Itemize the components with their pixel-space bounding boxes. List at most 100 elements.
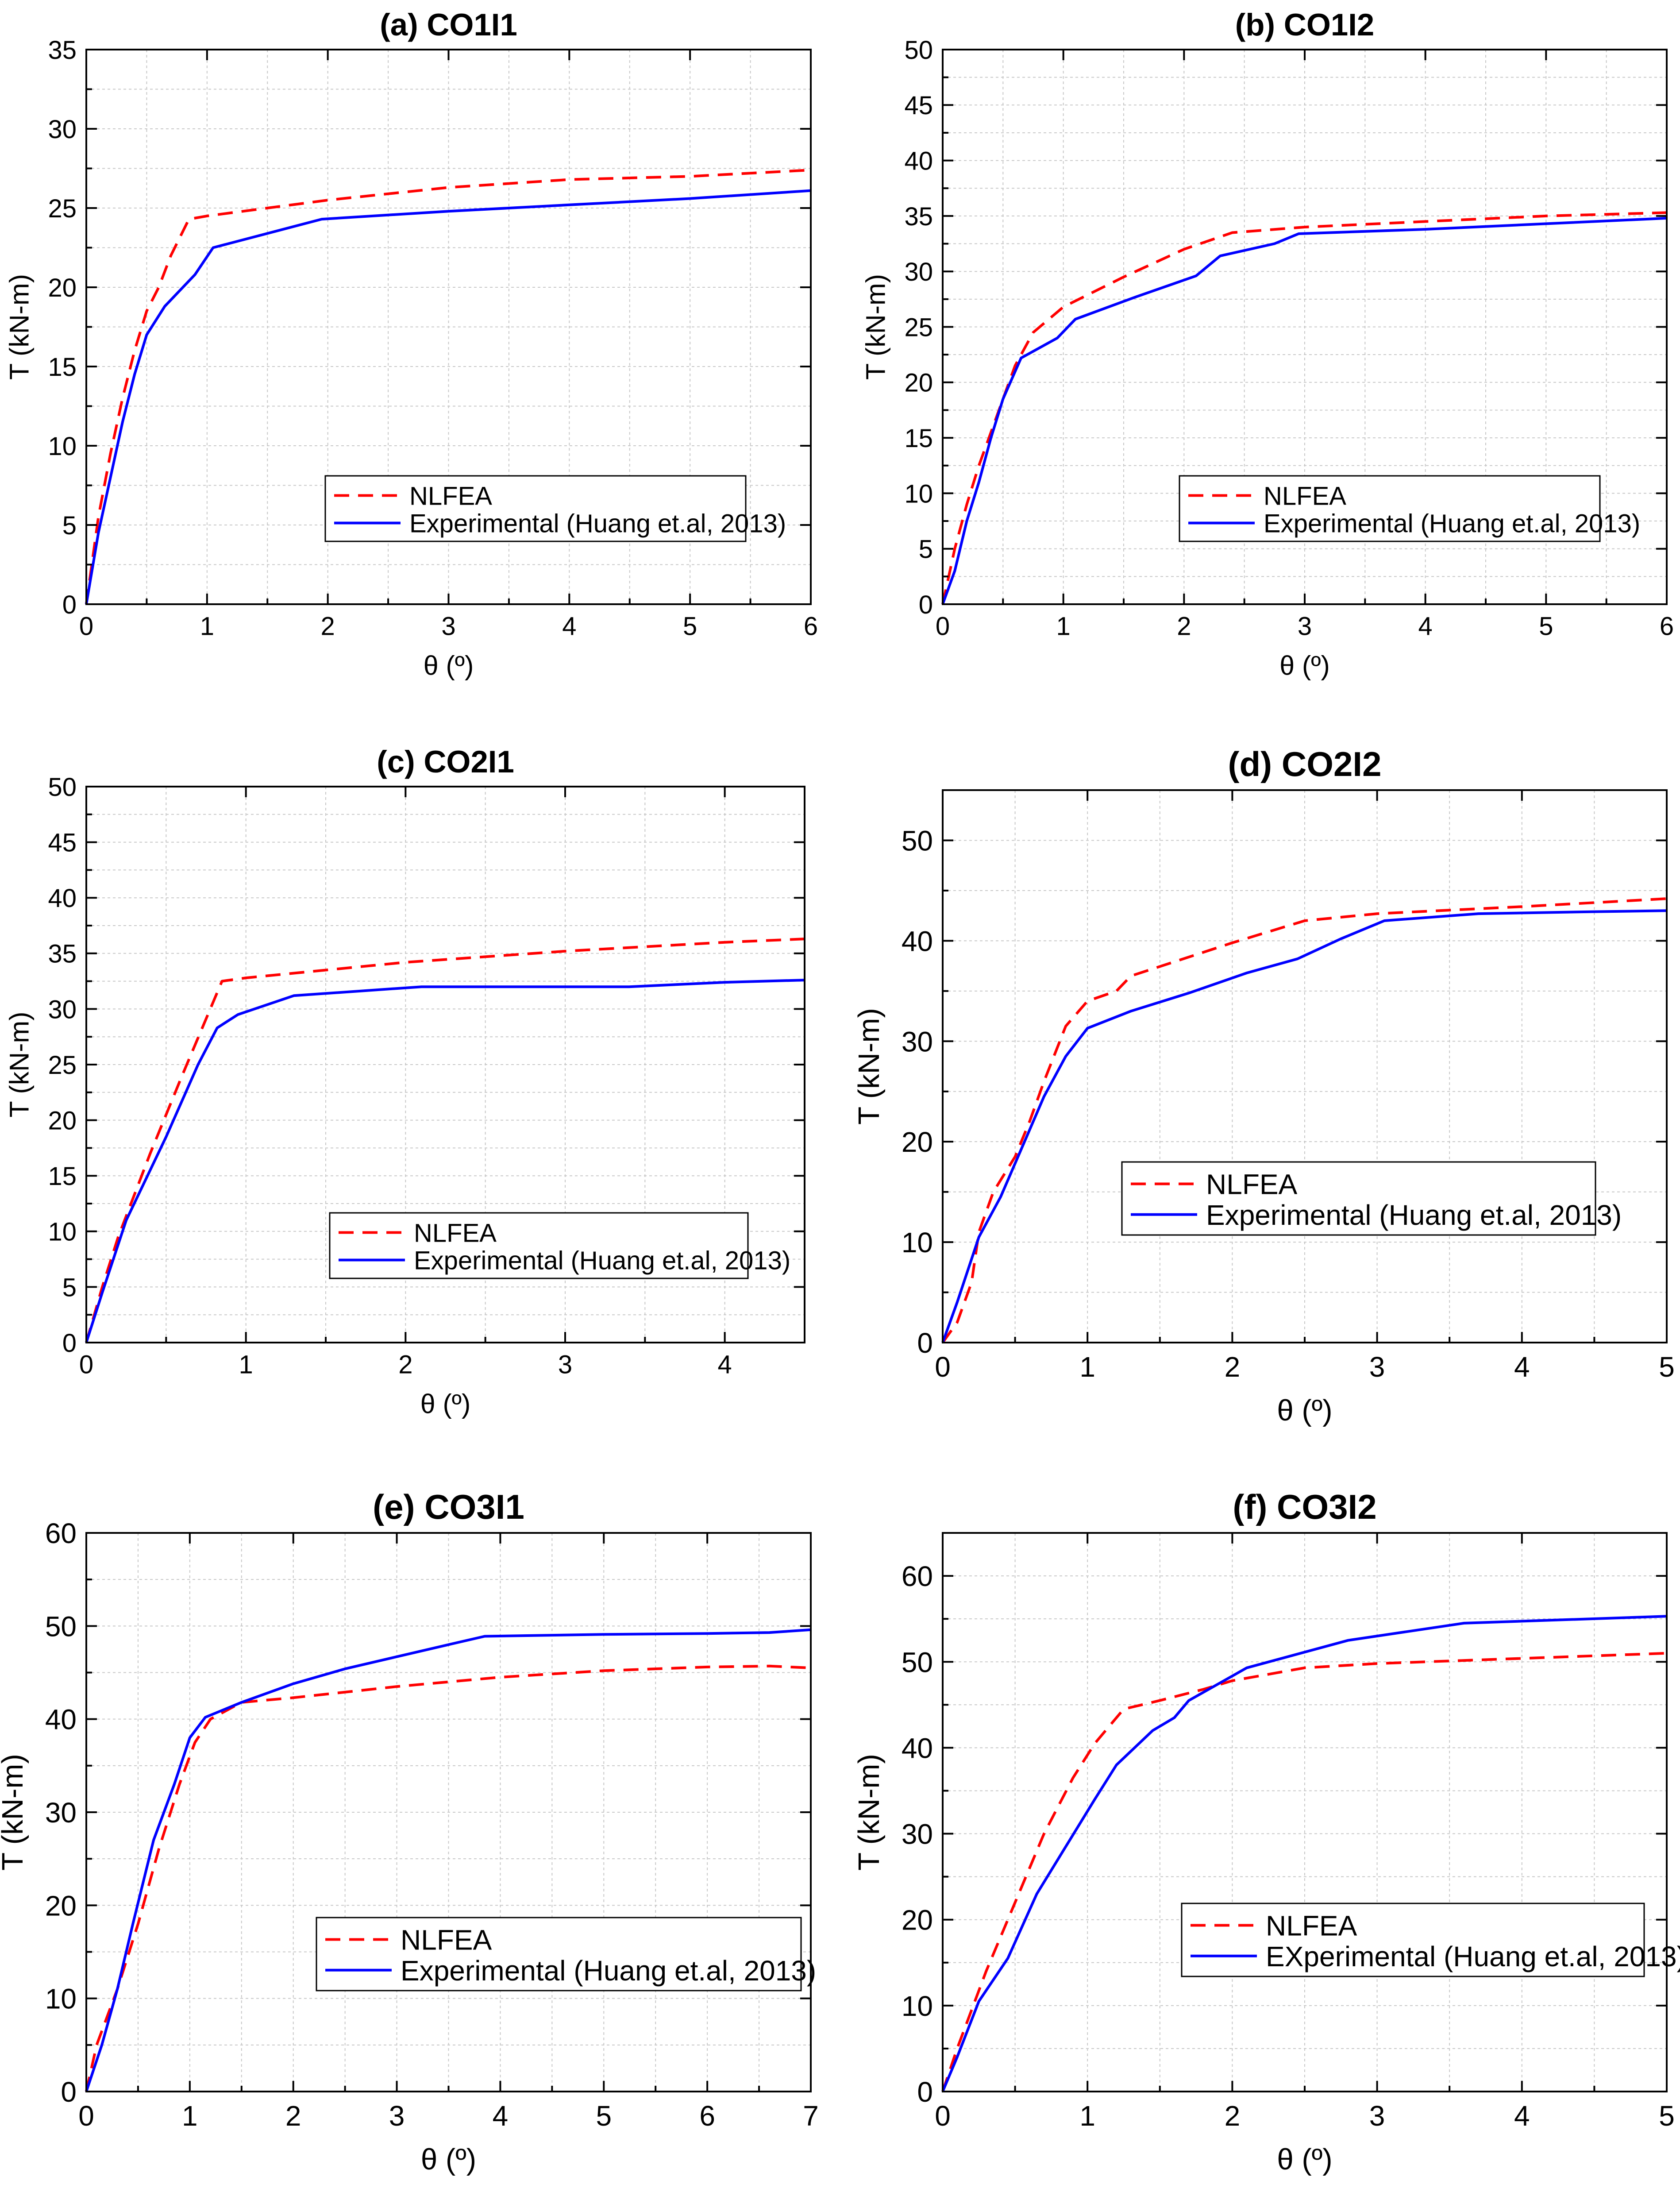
x-tick-label: 2 — [1225, 1351, 1241, 1383]
legend-box — [1181, 1903, 1645, 1977]
y-tick-label: 35 — [48, 36, 77, 65]
y-axis-label: T (kN-m) — [4, 1012, 35, 1118]
y-tick-label: 25 — [48, 1051, 77, 1080]
legend-label: NLFEA — [409, 482, 492, 510]
y-tick-label: 15 — [904, 424, 933, 453]
y-tick-label: 15 — [48, 1162, 77, 1191]
x-tick-label: 3 — [558, 1351, 572, 1379]
chart-title: (c) CO2I1 — [377, 744, 514, 779]
legend-box — [316, 1917, 802, 1991]
x-tick-label: 0 — [78, 2100, 94, 2132]
x-tick-label: 0 — [935, 2100, 951, 2132]
y-tick-label: 40 — [904, 147, 933, 175]
y-tick-label: 50 — [904, 36, 933, 65]
series-line-experimental — [85, 1628, 811, 2092]
y-tick-label: 0 — [62, 1329, 77, 1358]
series-line-nlfea — [941, 211, 1667, 605]
legend-label: NLFEA — [414, 1219, 497, 1247]
series-line-nlfea — [941, 1652, 1667, 2092]
x-tick-label: 1 — [239, 1351, 253, 1379]
series-line-experimental — [85, 979, 805, 1343]
x-tick-label: 6 — [699, 2100, 715, 2132]
x-tick-label: 4 — [1418, 612, 1433, 641]
y-tick-label: 50 — [902, 825, 933, 857]
y-tick-label: 30 — [902, 1818, 933, 1850]
x-tick-label: 6 — [804, 612, 818, 641]
x-axis-label: θ (º) — [421, 2143, 476, 2176]
y-tick-label: 20 — [902, 1904, 933, 1936]
x-tick-label: 1 — [1056, 612, 1071, 641]
y-tick-label: 40 — [45, 1704, 77, 1736]
y-tick-label: 30 — [904, 258, 933, 286]
y-tick-label: 45 — [904, 91, 933, 120]
y-tick-label: 40 — [48, 884, 77, 913]
legend-label: NLFEA — [401, 1924, 492, 1956]
chart-title: (f) CO3I2 — [1233, 1487, 1376, 1526]
legend-label: NLFEA — [1266, 1910, 1357, 1942]
gridlines — [86, 1533, 811, 2092]
x-tick-label: 2 — [398, 1351, 412, 1379]
gridlines — [86, 50, 811, 604]
y-tick-label: 5 — [62, 1273, 77, 1302]
y-tick-label: 10 — [48, 1218, 77, 1247]
x-tick-label: 1 — [200, 612, 214, 641]
y-tick-label: 60 — [45, 1517, 77, 1549]
legend-label: Experimental (Huang et.al, 2013) — [409, 509, 786, 538]
x-tick-label: 5 — [1659, 1351, 1675, 1383]
x-tick-label: 2 — [285, 2100, 301, 2132]
y-tick-label: 15 — [48, 353, 77, 382]
y-tick-label: 35 — [48, 940, 77, 969]
x-tick-label: 1 — [1079, 2100, 1095, 2132]
x-tick-label: 2 — [1177, 612, 1191, 641]
legend-label: Experimental (Huang et.al, 2013) — [1206, 1199, 1622, 1231]
y-tick-label: 0 — [61, 2076, 77, 2108]
gridlines — [943, 1533, 1667, 2092]
series-line-nlfea — [85, 169, 811, 605]
x-tick-label: 3 — [441, 612, 455, 641]
x-tick-label: 5 — [596, 2100, 612, 2132]
y-tick-label: 0 — [62, 590, 77, 619]
y-tick-label: 0 — [917, 1327, 933, 1359]
x-tick-label: 6 — [1660, 612, 1674, 641]
x-axis-label: θ (º) — [420, 1389, 471, 1419]
y-tick-label: 40 — [902, 925, 933, 957]
series-line-nlfea — [85, 1664, 811, 2092]
y-tick-label: 10 — [902, 1227, 933, 1258]
chart-e: 0 1 2 3 4 5 6 7 0 10 20 30 40 50 60 (e) CO3I1 θ (º) T (kN… — [0, 1487, 819, 2176]
x-axis-label: θ (º) — [1279, 651, 1330, 681]
y-tick-label: 25 — [904, 313, 933, 342]
y-tick-label: 20 — [48, 1106, 77, 1135]
x-tick-label: 0 — [935, 1351, 951, 1383]
series-line-experimental — [941, 909, 1667, 1343]
x-axis-label: θ (º) — [424, 651, 474, 681]
series-line-experimental — [941, 216, 1667, 605]
y-tick-label: 45 — [48, 828, 77, 857]
y-tick-label: 60 — [902, 1560, 933, 1592]
x-tick-label: 4 — [1514, 1351, 1530, 1383]
y-tick-label: 10 — [48, 432, 77, 461]
series-line-experimental — [85, 189, 811, 605]
y-tick-label: 10 — [902, 1990, 933, 2022]
y-tick-label: 5 — [919, 535, 933, 564]
y-tick-label: 20 — [45, 1890, 77, 1922]
chart-title: (e) CO3I1 — [373, 1487, 524, 1526]
x-tick-label: 4 — [562, 612, 576, 641]
y-tick-label: 25 — [48, 194, 77, 223]
y-tick-label: 30 — [48, 115, 77, 144]
x-tick-label: 5 — [1539, 612, 1553, 641]
x-tick-label: 3 — [1369, 2100, 1385, 2132]
y-tick-label: 30 — [45, 1797, 77, 1829]
y-tick-label: 50 — [45, 1610, 77, 1642]
x-axis-label: θ (º) — [1277, 1394, 1332, 1427]
series-line-nlfea — [941, 897, 1667, 1343]
legend-box — [1121, 1161, 1596, 1236]
